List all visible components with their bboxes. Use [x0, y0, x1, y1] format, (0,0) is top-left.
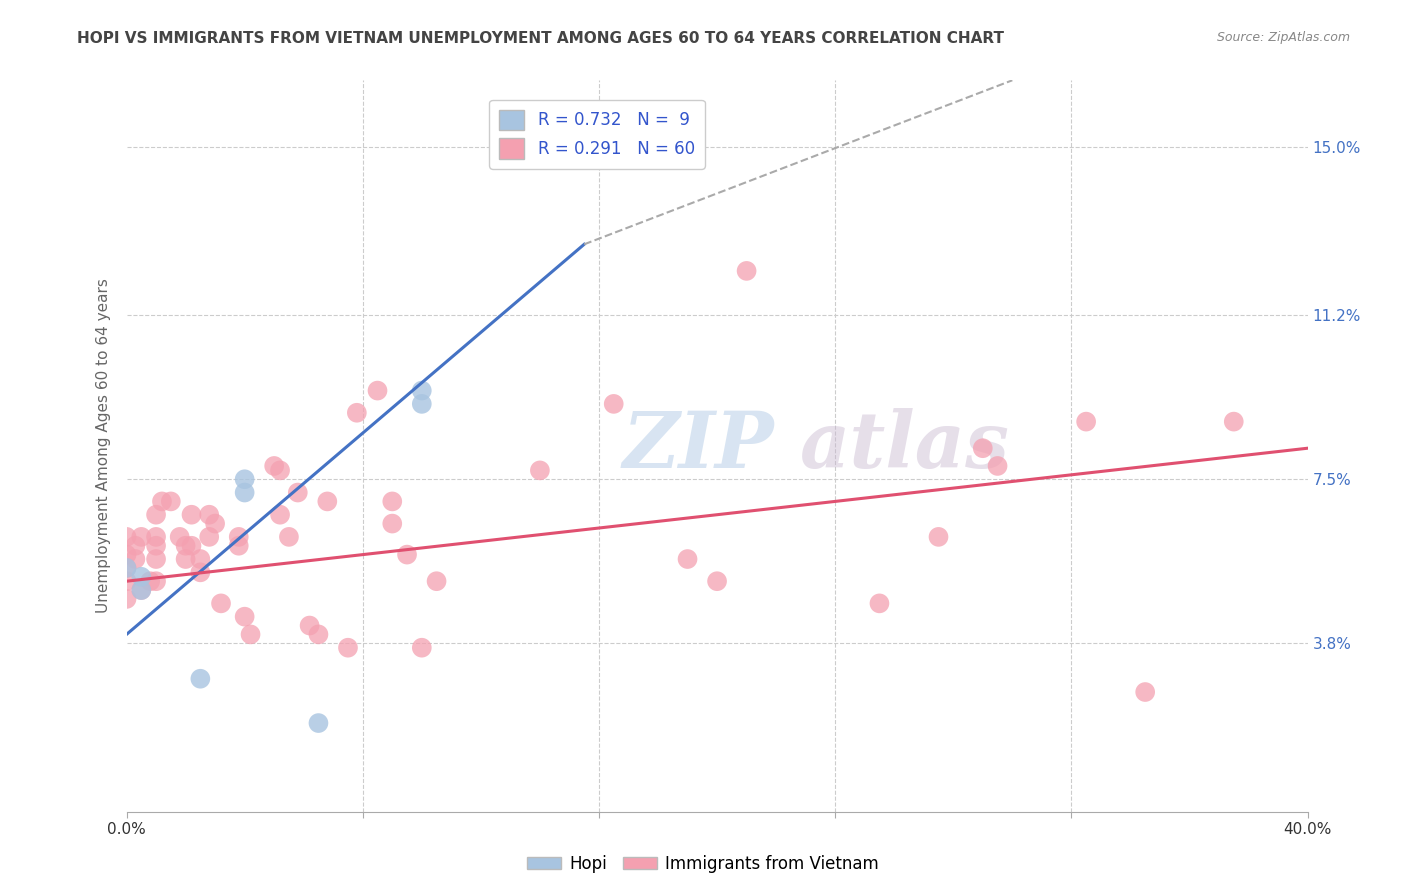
- Point: [180, 539, 202, 553]
- Point: [198, 508, 221, 522]
- Point: [145, 574, 167, 589]
- Point: [228, 530, 250, 544]
- Point: [346, 406, 368, 420]
- Point: [129, 570, 153, 584]
- Point: [308, 627, 330, 641]
- Point: [263, 458, 285, 473]
- Point: [115, 591, 138, 606]
- Point: [115, 561, 138, 575]
- Point: [174, 552, 197, 566]
- Point: [160, 494, 183, 508]
- Text: HOPI VS IMMIGRANTS FROM VIETNAM UNEMPLOYMENT AMONG AGES 60 TO 64 YEARS CORRELATI: HOPI VS IMMIGRANTS FROM VIETNAM UNEMPLOY…: [77, 31, 1004, 46]
- Point: [411, 640, 433, 655]
- Point: [269, 463, 291, 477]
- Point: [188, 566, 212, 580]
- Point: [129, 530, 153, 544]
- Point: [188, 672, 212, 686]
- Point: [603, 397, 626, 411]
- Text: Source: ZipAtlas.com: Source: ZipAtlas.com: [1216, 31, 1350, 45]
- Point: [233, 485, 256, 500]
- Point: [278, 530, 301, 544]
- Point: [337, 640, 360, 655]
- Point: [115, 561, 138, 575]
- Point: [316, 494, 339, 508]
- Point: [209, 596, 232, 610]
- Point: [298, 618, 321, 632]
- Point: [145, 530, 167, 544]
- Point: [269, 508, 291, 522]
- Point: [145, 508, 167, 522]
- Point: [987, 458, 1010, 473]
- Point: [228, 539, 250, 553]
- Point: [204, 516, 226, 531]
- Point: [180, 508, 202, 522]
- Legend: R = 0.732   N =  9, R = 0.291   N = 60: R = 0.732 N = 9, R = 0.291 N = 60: [489, 100, 704, 169]
- Point: [411, 397, 433, 411]
- Point: [115, 548, 138, 562]
- Point: [115, 530, 138, 544]
- Point: [706, 574, 728, 589]
- Point: [287, 485, 309, 500]
- Point: [129, 583, 153, 598]
- Point: [1076, 415, 1098, 429]
- Point: [396, 548, 419, 562]
- Point: [1223, 415, 1246, 429]
- Point: [411, 384, 433, 398]
- Point: [367, 384, 389, 398]
- Point: [145, 539, 167, 553]
- Legend: Hopi, Immigrants from Vietnam: Hopi, Immigrants from Vietnam: [520, 848, 886, 880]
- Point: [169, 530, 191, 544]
- Point: [972, 441, 994, 455]
- Point: [174, 539, 197, 553]
- Point: [233, 609, 256, 624]
- Point: [198, 530, 221, 544]
- Text: ZIP: ZIP: [623, 408, 775, 484]
- Point: [381, 516, 404, 531]
- Point: [735, 264, 758, 278]
- Point: [233, 472, 256, 486]
- Point: [928, 530, 950, 544]
- Point: [150, 494, 173, 508]
- Point: [308, 716, 330, 731]
- Point: [869, 596, 891, 610]
- Point: [381, 494, 404, 508]
- Point: [425, 574, 447, 589]
- Point: [115, 574, 138, 589]
- Point: [124, 552, 146, 566]
- Point: [129, 583, 153, 598]
- Point: [139, 574, 162, 589]
- Point: [124, 539, 146, 553]
- Point: [239, 627, 262, 641]
- Point: [188, 552, 212, 566]
- Point: [529, 463, 551, 477]
- Point: [145, 552, 167, 566]
- Point: [676, 552, 699, 566]
- Point: [1135, 685, 1157, 699]
- Text: atlas: atlas: [800, 408, 1010, 484]
- Y-axis label: Unemployment Among Ages 60 to 64 years: Unemployment Among Ages 60 to 64 years: [96, 278, 111, 614]
